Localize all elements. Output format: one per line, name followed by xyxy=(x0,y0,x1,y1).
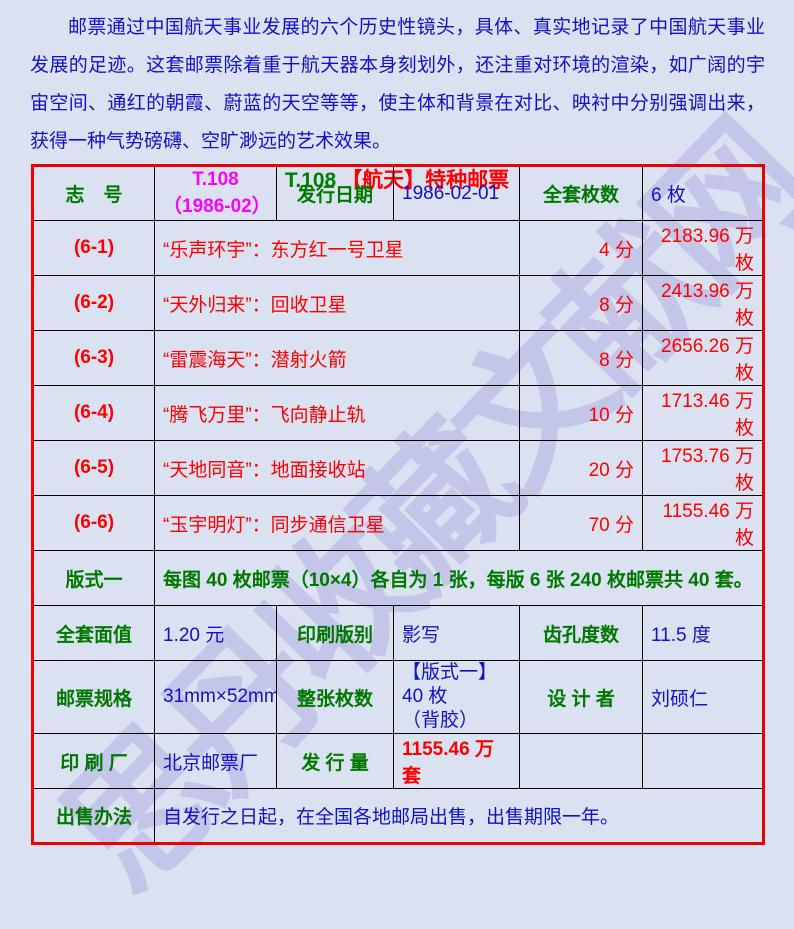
sheet-count-label: 整张枚数 xyxy=(276,660,394,734)
stamp-row: (6-2) “天外归来”：回收卫星 8 分 2413.96 万枚 xyxy=(32,275,764,331)
format-row: 版式一 每图 40 枚邮票（10×4）各自为 1 张，每版 6 张 240 枚邮… xyxy=(32,550,764,606)
stamp-name: “玉宇明灯”：同步通信卫星 xyxy=(154,495,520,551)
stamp-quantity: 2413.96 万枚 xyxy=(642,275,764,331)
table-header-row: 志 号 T.108 （1986-02） 发行日期 1986-02-01 全套枚数… xyxy=(32,165,764,221)
sale-method: 自发行之日起，在全国各地邮局出售，出售期限一年。 xyxy=(154,788,764,844)
stamp-denomination: 8 分 xyxy=(519,275,643,331)
sale-label: 出售办法 xyxy=(32,788,155,844)
stamp-denomination: 70 分 xyxy=(519,495,643,551)
stamp-quantity: 2183.96 万枚 xyxy=(642,220,764,276)
empty-cell xyxy=(642,733,764,789)
issue-volume: 1155.46 万套 xyxy=(393,733,520,789)
set-count-value: 6 枚 xyxy=(642,165,764,221)
stamp-code: (6-6) xyxy=(32,495,155,551)
printer: 北京邮票厂 xyxy=(154,733,277,789)
format-description: 每图 40 枚邮票（10×4）各自为 1 张，每版 6 张 240 枚邮票共 4… xyxy=(154,550,764,606)
stamp-denomination: 10 分 xyxy=(519,385,643,441)
issue-date-value: 1986-02-01 xyxy=(393,165,520,221)
details-row-2: 邮票规格 31mm×52mm 整张枚数 【版式一】40 枚 （背胶） 设 计 者… xyxy=(32,660,764,734)
stamp-name: “乐声环宇”：东方红一号卫星 xyxy=(154,220,520,276)
stamp-code: (6-3) xyxy=(32,330,155,386)
sheet-count-line1: 【版式一】40 枚 xyxy=(402,662,498,707)
print-type: 影写 xyxy=(393,605,520,661)
perforation-label: 齿孔度数 xyxy=(519,605,643,661)
printer-label: 印 刷 厂 xyxy=(32,733,155,789)
catalog-year: （1986-02） xyxy=(163,196,271,217)
stamp-name: “雷震海天”：潜射火箭 xyxy=(154,330,520,386)
stamp-row: (6-3) “雷震海天”：潜射火箭 8 分 2656.26 万枚 xyxy=(32,330,764,386)
stamp-row: (6-5) “天地同音”：地面接收站 20 分 1753.76 万枚 xyxy=(32,440,764,496)
details-row-1: 全套面值 1.20 元 印刷版别 影写 齿孔度数 11.5 度 xyxy=(32,605,764,661)
stamp-row: (6-1) “乐声环宇”：东方红一号卫星 4 分 2183.96 万枚 xyxy=(32,220,764,276)
sheet-count-line2: （背胶） xyxy=(402,710,479,731)
perforation: 11.5 度 xyxy=(642,605,764,661)
catalog-code: T.108 xyxy=(192,169,239,190)
stamp-quantity: 1155.46 万枚 xyxy=(642,495,764,551)
format-label: 版式一 xyxy=(32,550,155,606)
stamp-code: (6-4) xyxy=(32,385,155,441)
stamp-size: 31mm×52mm xyxy=(154,660,277,734)
empty-cell xyxy=(519,733,643,789)
details-row-3: 印 刷 厂 北京邮票厂 发 行 量 1155.46 万套 xyxy=(32,733,764,789)
code-label: 志 号 xyxy=(32,165,155,221)
sale-row: 出售办法 自发行之日起，在全国各地邮局出售，出售期限一年。 xyxy=(32,788,764,844)
stamp-spec-table: 志 号 T.108 （1986-02） 发行日期 1986-02-01 全套枚数… xyxy=(31,164,765,845)
stamp-name: “腾飞万里”：飞向静止轨 xyxy=(154,385,520,441)
stamp-quantity: 2656.26 万枚 xyxy=(642,330,764,386)
sheet-count: 【版式一】40 枚 （背胶） xyxy=(393,660,520,734)
stamp-row: (6-6) “玉宇明灯”：同步通信卫星 70 分 1155.46 万枚 xyxy=(32,495,764,551)
stamp-code: (6-5) xyxy=(32,440,155,496)
stamp-denomination: 8 分 xyxy=(519,330,643,386)
set-count-label: 全套枚数 xyxy=(519,165,643,221)
intro-paragraph: 邮票通过中国航天事业发展的六个历史性镜头，具体、真实地记录了中国航天事业发展的足… xyxy=(30,17,765,152)
stamp-row: (6-4) “腾飞万里”：飞向静止轨 10 分 1713.46 万枚 xyxy=(32,385,764,441)
stamp-code: (6-1) xyxy=(32,220,155,276)
stamp-name: “天外归来”：回收卫星 xyxy=(154,275,520,331)
stamp-size-label: 邮票规格 xyxy=(32,660,155,734)
issue-date-label: 发行日期 xyxy=(276,165,394,221)
stamp-name: “天地同音”：地面接收站 xyxy=(154,440,520,496)
stamp-quantity: 1713.46 万枚 xyxy=(642,385,764,441)
designer: 刘硕仁 xyxy=(642,660,764,734)
designer-label: 设 计 者 xyxy=(519,660,643,734)
stamp-code: (6-2) xyxy=(32,275,155,331)
print-type-label: 印刷版别 xyxy=(276,605,394,661)
face-value-label: 全套面值 xyxy=(32,605,155,661)
catalog-code-cell: T.108 （1986-02） xyxy=(154,165,277,221)
stamp-quantity: 1753.76 万枚 xyxy=(642,440,764,496)
stamp-denomination: 4 分 xyxy=(519,220,643,276)
face-value: 1.20 元 xyxy=(154,605,277,661)
issue-volume-label: 发 行 量 xyxy=(276,733,394,789)
stamp-denomination: 20 分 xyxy=(519,440,643,496)
